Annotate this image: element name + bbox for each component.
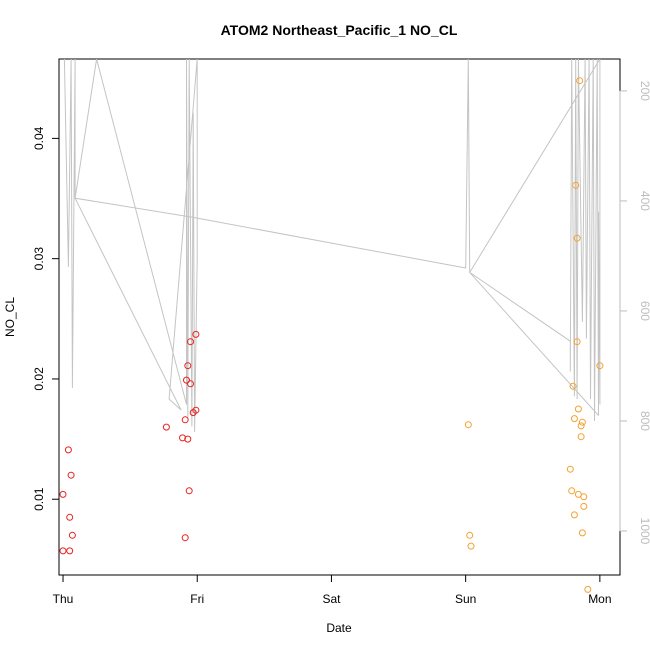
data-point xyxy=(466,531,474,539)
data-point xyxy=(181,416,189,424)
data-point xyxy=(464,421,472,429)
right-tick-label: 800 xyxy=(638,411,650,431)
right-tick-label: 600 xyxy=(638,301,650,321)
data-point xyxy=(184,362,192,370)
data-point xyxy=(569,382,577,390)
data-point xyxy=(183,376,190,384)
x-axis-label: Date xyxy=(326,621,352,635)
data-point xyxy=(578,418,586,426)
data-point xyxy=(573,338,581,346)
x-tick-label: Thu xyxy=(53,592,74,606)
data-point xyxy=(568,487,576,495)
data-point xyxy=(162,423,170,431)
x-axis: Thu Fri Sat Sun Mon xyxy=(53,574,612,606)
right-tick-label: 200 xyxy=(638,81,650,101)
data-point xyxy=(580,502,588,510)
data-point xyxy=(576,77,584,85)
chart-title: ATOM2 Northeast_Pacific_1 NO_CL xyxy=(221,22,458,38)
data-point xyxy=(578,529,586,537)
data-point xyxy=(573,234,581,242)
data-point xyxy=(577,422,585,430)
data-point xyxy=(570,511,578,519)
data-point xyxy=(68,531,76,539)
data-point xyxy=(67,471,75,479)
data-point xyxy=(66,547,74,555)
data-point xyxy=(185,487,193,495)
right-axis: 200 400 600 800 1000 xyxy=(619,81,650,545)
data-point xyxy=(584,585,592,593)
right-tick-label: 400 xyxy=(638,191,650,211)
data-point xyxy=(187,338,194,346)
data-point xyxy=(66,513,74,521)
depth-line xyxy=(63,59,601,433)
x-tick-label: Mon xyxy=(588,592,611,606)
data-point xyxy=(179,434,186,442)
data-point xyxy=(574,405,582,413)
data-point xyxy=(192,406,200,414)
y-tick-label: 0.03 xyxy=(32,247,46,271)
data-point xyxy=(570,415,578,423)
data-point xyxy=(64,446,72,454)
data-point xyxy=(59,547,67,555)
data-point xyxy=(580,493,588,501)
data-point xyxy=(184,435,192,443)
y-tick-label: 0.02 xyxy=(32,367,46,391)
depth-line-layer xyxy=(63,59,601,433)
data-point xyxy=(596,362,604,370)
data-point xyxy=(59,490,67,498)
data-point xyxy=(181,534,189,542)
data-point xyxy=(577,433,585,441)
data-point xyxy=(566,465,574,473)
x-tick-label: Sun xyxy=(455,592,476,606)
data-point xyxy=(467,542,475,550)
plot-frame xyxy=(58,58,621,576)
x-tick-label: Fri xyxy=(190,592,204,606)
y-axis-label: NO_CL xyxy=(3,297,17,337)
x-tick-label: Sat xyxy=(322,592,341,606)
data-point xyxy=(187,380,194,388)
y-tick-label: 0.04 xyxy=(32,126,46,150)
right-tick-label: 1000 xyxy=(638,518,650,545)
data-point xyxy=(192,330,200,338)
points-layer xyxy=(59,77,604,593)
y-tick-label: 0.01 xyxy=(32,487,46,511)
data-point xyxy=(572,181,580,189)
y-axis: 0.01 0.02 0.03 0.04 xyxy=(32,126,60,511)
